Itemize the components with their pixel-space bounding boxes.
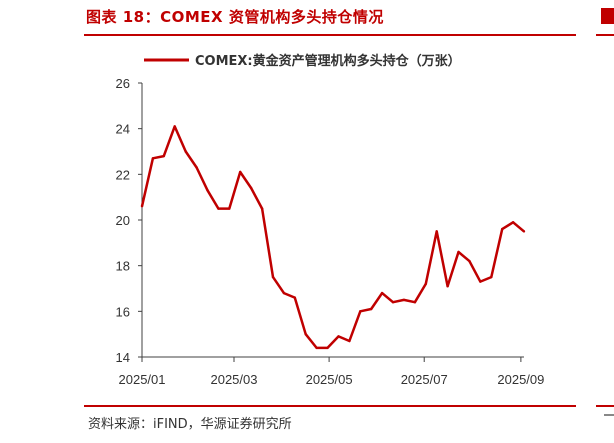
data-point [271, 275, 275, 279]
x-tick-label: 2025/05 [306, 372, 353, 387]
data-point [348, 339, 351, 343]
data-point [326, 346, 329, 350]
chart-legend: COMEX:黄金资产管理机构多头持仓（万张） [144, 53, 461, 69]
data-point [511, 221, 515, 224]
y-tick-label: 14 [116, 350, 130, 365]
data-point [522, 230, 526, 233]
data-point [151, 157, 155, 160]
data-point [479, 280, 482, 283]
data-point [184, 150, 187, 153]
series-line [140, 125, 525, 350]
data-point [402, 298, 406, 302]
data-point [391, 301, 395, 304]
x-axis: 2025/01 2025/03 2025/05 2025/07 2025/09 [119, 356, 544, 387]
data-point [413, 301, 417, 304]
y-tick-label: 16 [116, 304, 130, 319]
data-point [260, 207, 264, 210]
next-column-source-fragment [604, 414, 614, 416]
data-point [337, 335, 340, 338]
data-point [173, 125, 176, 128]
data-point [359, 310, 362, 313]
y-axis: 14 16 18 20 22 24 26 [116, 76, 143, 365]
data-point [315, 346, 318, 350]
y-tick-label: 26 [116, 76, 130, 91]
data-point [206, 189, 209, 192]
data-point [446, 285, 449, 288]
x-tick-label: 2025/03 [210, 372, 257, 387]
data-point [195, 166, 198, 169]
x-tick-label: 2025/09 [497, 372, 544, 387]
title-divider [84, 34, 576, 36]
source-divider-next-column [596, 405, 614, 407]
source-note: 资料来源：iFIND，华源证券研究所 [88, 417, 292, 432]
y-tick-label: 22 [116, 167, 130, 182]
data-point [304, 333, 307, 336]
data-point [370, 307, 373, 311]
data-point [380, 291, 384, 295]
y-tick-label: 24 [116, 122, 130, 137]
data-point [490, 275, 493, 279]
x-tick-label: 2025/01 [119, 372, 166, 387]
data-point [217, 207, 220, 210]
data-point [239, 170, 242, 174]
y-tick-label: 20 [116, 213, 130, 228]
data-point [249, 186, 253, 190]
data-point [468, 259, 471, 263]
data-point [501, 227, 504, 231]
title-divider-next-column [596, 34, 614, 36]
data-point [457, 250, 460, 254]
data-point [140, 205, 144, 208]
data-point [162, 154, 165, 158]
legend-label: COMEX:黄金资产管理机构多头持仓（万张） [195, 53, 461, 69]
figure-title: 图表 18：COMEX 资管机构多头持仓情况 [86, 8, 384, 26]
data-point [424, 282, 427, 286]
data-point [435, 230, 438, 233]
y-tick-label: 18 [116, 259, 130, 274]
x-tick-label: 2025/07 [401, 372, 448, 387]
data-point [228, 207, 231, 210]
series-points [140, 125, 526, 350]
data-point [293, 296, 296, 299]
data-point [282, 291, 286, 295]
next-column-title-fragment [601, 8, 614, 24]
line-chart: COMEX:黄金资产管理机构多头持仓（万张） 14 16 18 20 22 24 26 20… [116, 53, 545, 387]
source-divider [84, 405, 576, 407]
